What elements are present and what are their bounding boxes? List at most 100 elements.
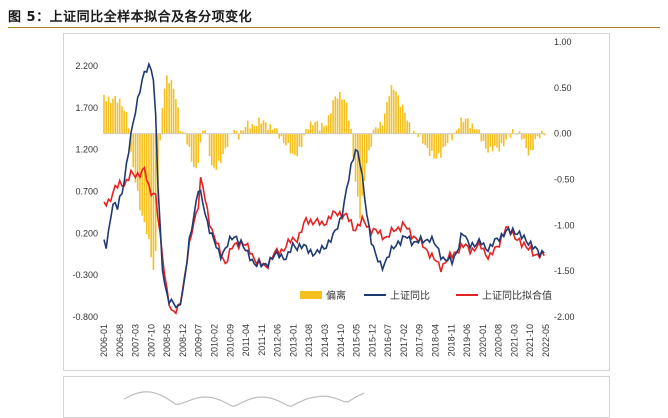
deviation-bar xyxy=(222,134,224,154)
deviation-bar xyxy=(494,134,496,146)
deviation-bar xyxy=(310,121,312,133)
right-tick-label: 0.50 xyxy=(554,83,572,93)
deviation-bar xyxy=(485,134,487,149)
deviation-bar xyxy=(249,129,251,134)
deviation-bar xyxy=(144,134,146,222)
deviation-bar xyxy=(287,134,289,143)
deviation-bar xyxy=(240,130,242,133)
deviation-bar xyxy=(177,107,179,133)
deviation-bar xyxy=(474,129,476,133)
deviation-bar xyxy=(357,134,359,197)
deviation-bar xyxy=(373,130,375,134)
deviation-bar xyxy=(440,134,442,158)
deviation-bar xyxy=(256,126,258,134)
deviation-bar xyxy=(121,106,123,133)
x-tick-label: 2010-02 xyxy=(210,324,220,357)
deviation-bar xyxy=(301,134,303,147)
deviation-bar xyxy=(501,134,503,144)
deviation-bar xyxy=(525,134,527,149)
deviation-bar xyxy=(175,99,177,134)
deviation-bar xyxy=(198,134,200,163)
x-tick-label: 2006-01 xyxy=(99,324,109,357)
deviation-bar xyxy=(375,127,377,133)
legend-label-fitted: 上证同比拟合值 xyxy=(482,289,552,302)
right-tick-label: -0.50 xyxy=(554,175,575,185)
legend-label-deviation: 偏离 xyxy=(326,289,346,302)
deviation-bar xyxy=(260,123,262,133)
deviation-bar xyxy=(305,129,307,134)
deviation-bar xyxy=(400,107,402,134)
right-axis-ticks: 1.000.500.00-0.50-1.00-1.50-2.00 xyxy=(554,37,575,322)
deviation-bar xyxy=(368,134,370,151)
deviation-bar xyxy=(294,134,296,155)
deviation-bar xyxy=(254,126,256,134)
right-tick-label: 0.00 xyxy=(554,129,572,139)
deviation-bar xyxy=(483,134,485,141)
deviation-bar xyxy=(283,134,285,144)
deviation-bar xyxy=(492,134,494,152)
deviation-bar xyxy=(429,134,431,156)
deviation-bar xyxy=(218,134,220,161)
deviation-bar xyxy=(438,134,440,154)
deviation-bar xyxy=(359,134,361,219)
deviation-bar xyxy=(377,128,379,133)
deviation-bar xyxy=(523,134,525,139)
deviation-bar xyxy=(332,100,334,133)
deviation-bar xyxy=(251,124,253,134)
x-tick-label: 2018-11 xyxy=(446,324,456,356)
deviation-bar xyxy=(200,134,202,142)
deviation-bar xyxy=(209,134,211,157)
next-chart-panel xyxy=(63,376,610,418)
deviation-bar xyxy=(247,121,249,134)
deviation-bar xyxy=(503,134,505,147)
x-tick-label: 2014-03 xyxy=(320,324,330,357)
deviation-bar xyxy=(478,129,480,133)
deviation-bar xyxy=(386,102,388,134)
deviation-bar xyxy=(510,134,512,138)
deviation-bar xyxy=(128,128,130,133)
deviation-bar xyxy=(431,134,433,151)
deviation-bar xyxy=(346,103,348,134)
deviation-bar xyxy=(321,123,323,134)
deviation-bar xyxy=(370,134,372,147)
right-tick-label: -1.50 xyxy=(554,266,575,276)
deviation-bar xyxy=(227,134,229,147)
deviation-bar xyxy=(186,134,188,145)
deviation-bar xyxy=(117,103,119,134)
next-chart-line xyxy=(124,392,364,406)
deviation-bar xyxy=(319,131,321,134)
deviation-bar xyxy=(224,134,226,149)
right-tick-label: -1.00 xyxy=(554,220,575,230)
deviation-bar xyxy=(528,134,530,156)
deviation-bar xyxy=(166,75,168,133)
deviation-bar xyxy=(344,100,346,134)
x-tick-label: 2021-03 xyxy=(509,324,519,357)
deviation-bar xyxy=(505,134,507,140)
deviation-bar xyxy=(498,134,500,152)
deviation-bar xyxy=(285,134,287,146)
deviation-bar xyxy=(341,100,343,134)
deviation-bar xyxy=(123,111,125,134)
x-tick-label: 2015-12 xyxy=(367,324,377,357)
deviation-bar xyxy=(146,134,148,234)
deviation-bar xyxy=(119,99,121,134)
deviation-bar xyxy=(204,130,206,134)
deviation-bar xyxy=(314,122,316,134)
deviation-bar xyxy=(213,134,215,168)
deviation-bar xyxy=(458,128,460,133)
deviation-bar xyxy=(451,134,453,140)
x-tick-label: 2017-02 xyxy=(399,324,409,357)
left-tick-label: 0.700 xyxy=(75,187,98,197)
deviation-bar xyxy=(326,125,328,133)
right-tick-label: 1.00 xyxy=(554,37,572,47)
deviation-bar xyxy=(445,134,447,147)
deviation-bar xyxy=(530,134,532,150)
deviation-bar xyxy=(299,134,301,147)
deviation-bar xyxy=(465,119,467,134)
x-tick-label: 2020-01 xyxy=(478,324,488,357)
deviation-bar xyxy=(388,96,390,133)
title-divider xyxy=(8,27,660,28)
deviation-bar xyxy=(397,95,399,133)
